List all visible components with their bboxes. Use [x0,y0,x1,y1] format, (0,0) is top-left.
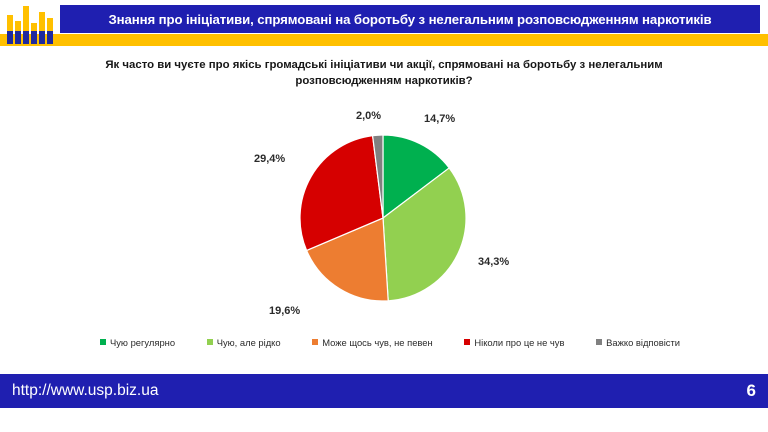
header-yellow-band [0,34,768,46]
legend-item[interactable]: Ніколи про це не чув [464,337,564,348]
legend-swatch-icon [596,339,603,345]
header-title-bar: Знання про ініціативи, спрямовані на бор… [60,5,760,33]
footer-url-link[interactable]: http://www.usp.biz.ua [12,382,159,399]
legend-item[interactable]: Чую, але рідко [206,336,281,348]
legend-swatch-icon [206,339,213,345]
pie-slice [382,167,467,302]
pie-slice-label: 34,3% [478,256,510,268]
legend-item[interactable]: Може щось чув, не певен [312,336,433,348]
chart-legend: Чую регулярно Чую, але рідко Може щось чув… [100,334,680,350]
legend-item[interactable]: Чую регулярно [100,337,175,348]
pie-slice [305,217,389,302]
pie-slice-label: 2,0% [356,110,382,122]
legend-item[interactable]: Важко відповісти [596,337,680,348]
pie-slice [382,134,451,220]
slide-header: Знання про ініціативи, спрямовані на бор… [0,0,768,46]
slide-footer: http://www.usp.biz.ua 6 [0,374,768,408]
pie-slices [299,134,467,302]
pie-slice-label: 14,7% [424,113,456,125]
bar-chart-logo-icon [6,4,58,44]
legend-item-label: Ніколи про це не чув [474,336,565,348]
legend-swatch-icon [312,339,319,345]
page-number: 6 [746,381,756,400]
legend-swatch-icon [100,339,106,345]
pie-slice [371,134,384,219]
pie-slice-label: 29,4% [254,153,286,165]
legend-item-label: Важко відповісти [606,336,680,348]
pie-slice [299,134,384,252]
legend-item-label: Може щось чув, не певен [322,336,433,348]
pie-slice-label: 19,6% [269,305,301,317]
legend-item-label: Чую, але рідко [216,336,281,348]
header-title: Знання про ініціативи, спрямовані на бор… [108,11,712,27]
legend-item-label: Чую регулярно [110,336,176,348]
chart-title: Як часто ви чуєте про якісь громадські і… [105,59,663,87]
legend-swatch-icon [464,339,471,345]
